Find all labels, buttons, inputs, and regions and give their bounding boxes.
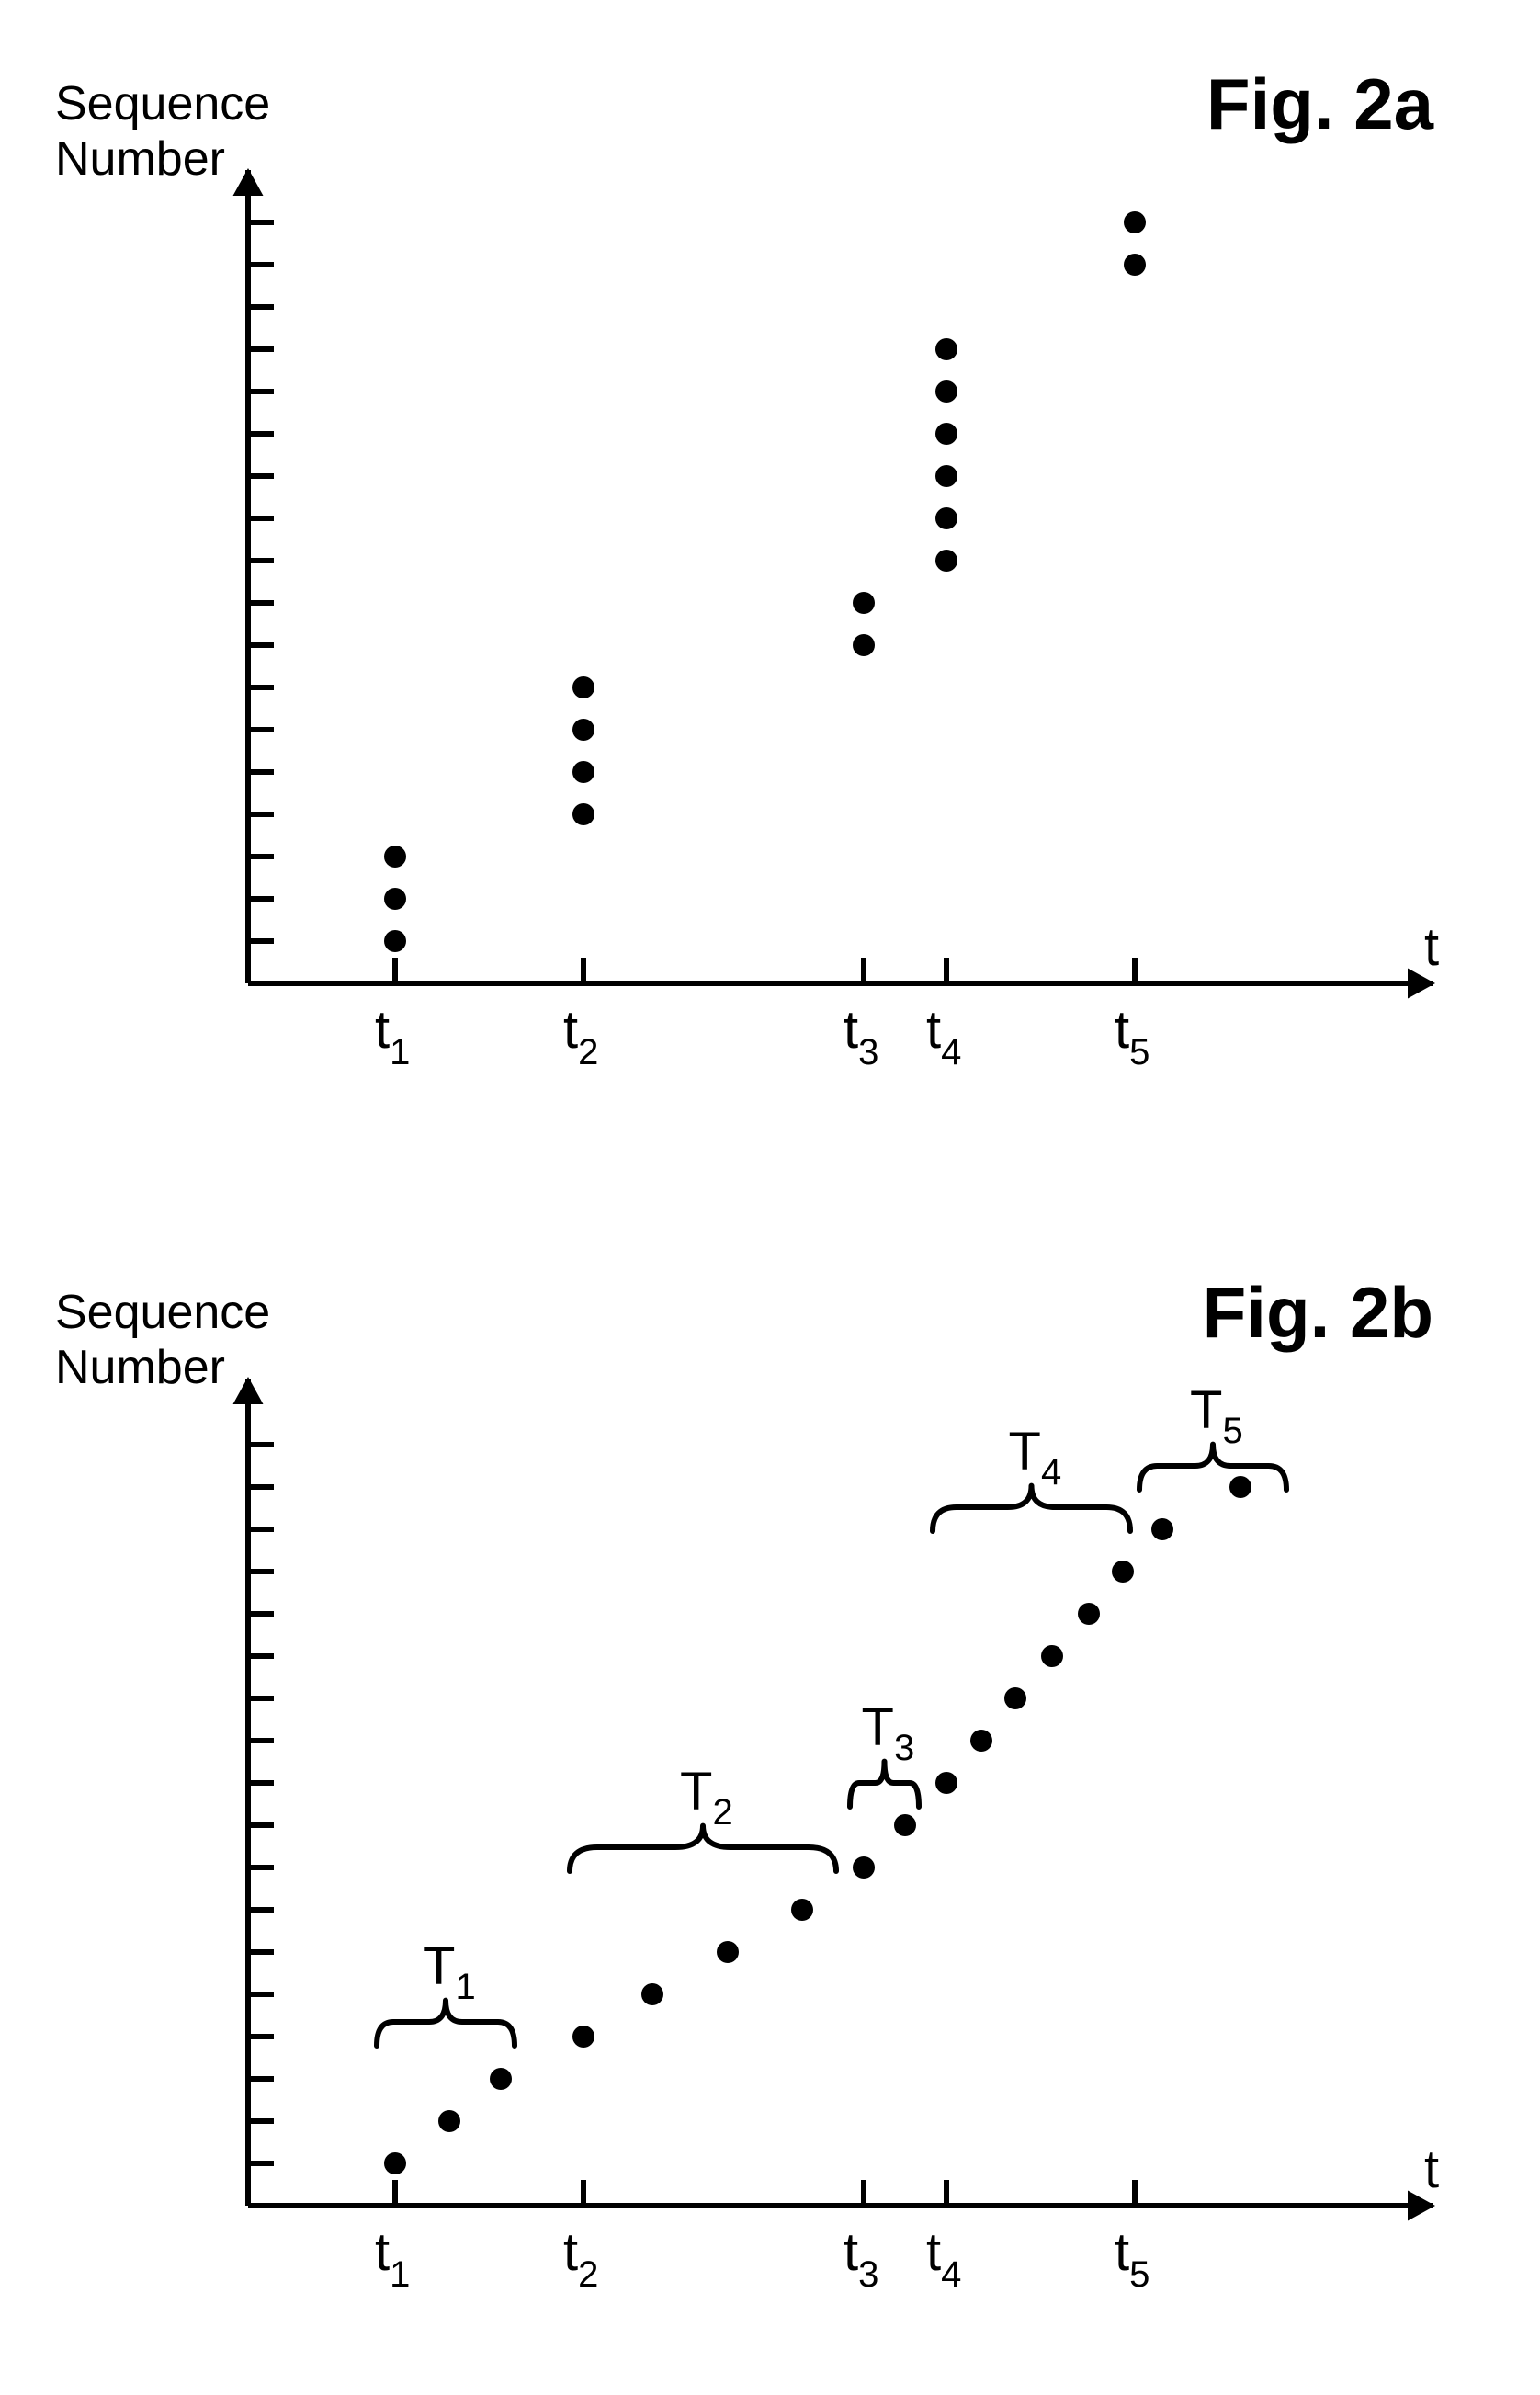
data-point [1124, 254, 1146, 276]
interval-label: T1 [423, 1936, 476, 2007]
data-point [490, 2068, 512, 2090]
x-tick-label: t1 [375, 1000, 410, 1073]
data-point [894, 1814, 916, 1836]
data-point [853, 1856, 875, 1879]
data-point [384, 846, 406, 868]
data-point [572, 803, 594, 825]
interval-label: T3 [862, 1697, 915, 1768]
x-tick-label: t4 [926, 1000, 961, 1073]
data-point [935, 423, 957, 445]
figure-2a: SequenceNumber Fig. 2a t t1 t2 t3 t4 t5 [55, 63, 1439, 1073]
interval-brace [933, 1486, 1130, 1531]
x-tick-label: t5 [1115, 2222, 1149, 2295]
data-point [935, 465, 957, 487]
data-point [384, 2152, 406, 2174]
figure-title: Fig. 2a [1206, 63, 1434, 144]
interval-brace [377, 2001, 515, 2046]
x-tick-label: t2 [563, 1000, 598, 1073]
x-tick-label: t4 [926, 2222, 961, 2295]
data-point [935, 380, 957, 403]
data-point [641, 1983, 663, 2005]
x-tick-label: t3 [844, 1000, 878, 1073]
x-axis-label: t [1424, 2140, 1439, 2199]
interval-brace [1139, 1445, 1286, 1490]
data-point [384, 930, 406, 952]
data-point [1124, 211, 1146, 233]
interval-label: T4 [1009, 1422, 1062, 1493]
data-point [1151, 1518, 1173, 1540]
interval-brace [850, 1762, 919, 1807]
y-axis-label-line2: Number [55, 132, 225, 186]
x-axis-label: t [1424, 917, 1439, 977]
data-point [935, 507, 957, 529]
data-point [970, 1730, 992, 1752]
data-point [1041, 1645, 1063, 1667]
data-point [1112, 1561, 1134, 1583]
x-tick-label: t3 [844, 2222, 878, 2295]
data-point [853, 634, 875, 656]
y-axis-label-line2: Number [55, 1341, 225, 1394]
interval-brace [570, 1826, 836, 1871]
data-point [384, 888, 406, 910]
data-point [438, 2110, 460, 2132]
axis-arrowhead [233, 1377, 264, 1404]
data-point [572, 2026, 594, 2048]
data-point [572, 761, 594, 783]
y-axis-label-line1: Sequence [55, 77, 270, 131]
interval-label: T5 [1190, 1380, 1243, 1451]
data-point [935, 550, 957, 572]
figure-2b: SequenceNumber Fig. 2b t t1 t2 t3 t4 t5 T1 T2 T3 T4… [55, 1272, 1439, 2295]
data-point [853, 592, 875, 614]
data-point [717, 1941, 739, 1963]
data-point [1004, 1687, 1026, 1709]
x-tick-label: t1 [375, 2222, 410, 2295]
data-point [935, 338, 957, 360]
data-point [572, 719, 594, 741]
x-tick-label: t2 [563, 2222, 598, 2295]
data-point [572, 676, 594, 698]
figure-title: Fig. 2b [1203, 1272, 1433, 1353]
data-point [1229, 1476, 1251, 1498]
data-point [1078, 1603, 1100, 1625]
data-point [935, 1772, 957, 1794]
interval-label: T2 [680, 1762, 733, 1833]
axis-arrowhead [233, 168, 264, 196]
data-point [791, 1899, 813, 1921]
y-axis-label-line1: Sequence [55, 1286, 270, 1339]
x-tick-label: t5 [1115, 1000, 1149, 1073]
